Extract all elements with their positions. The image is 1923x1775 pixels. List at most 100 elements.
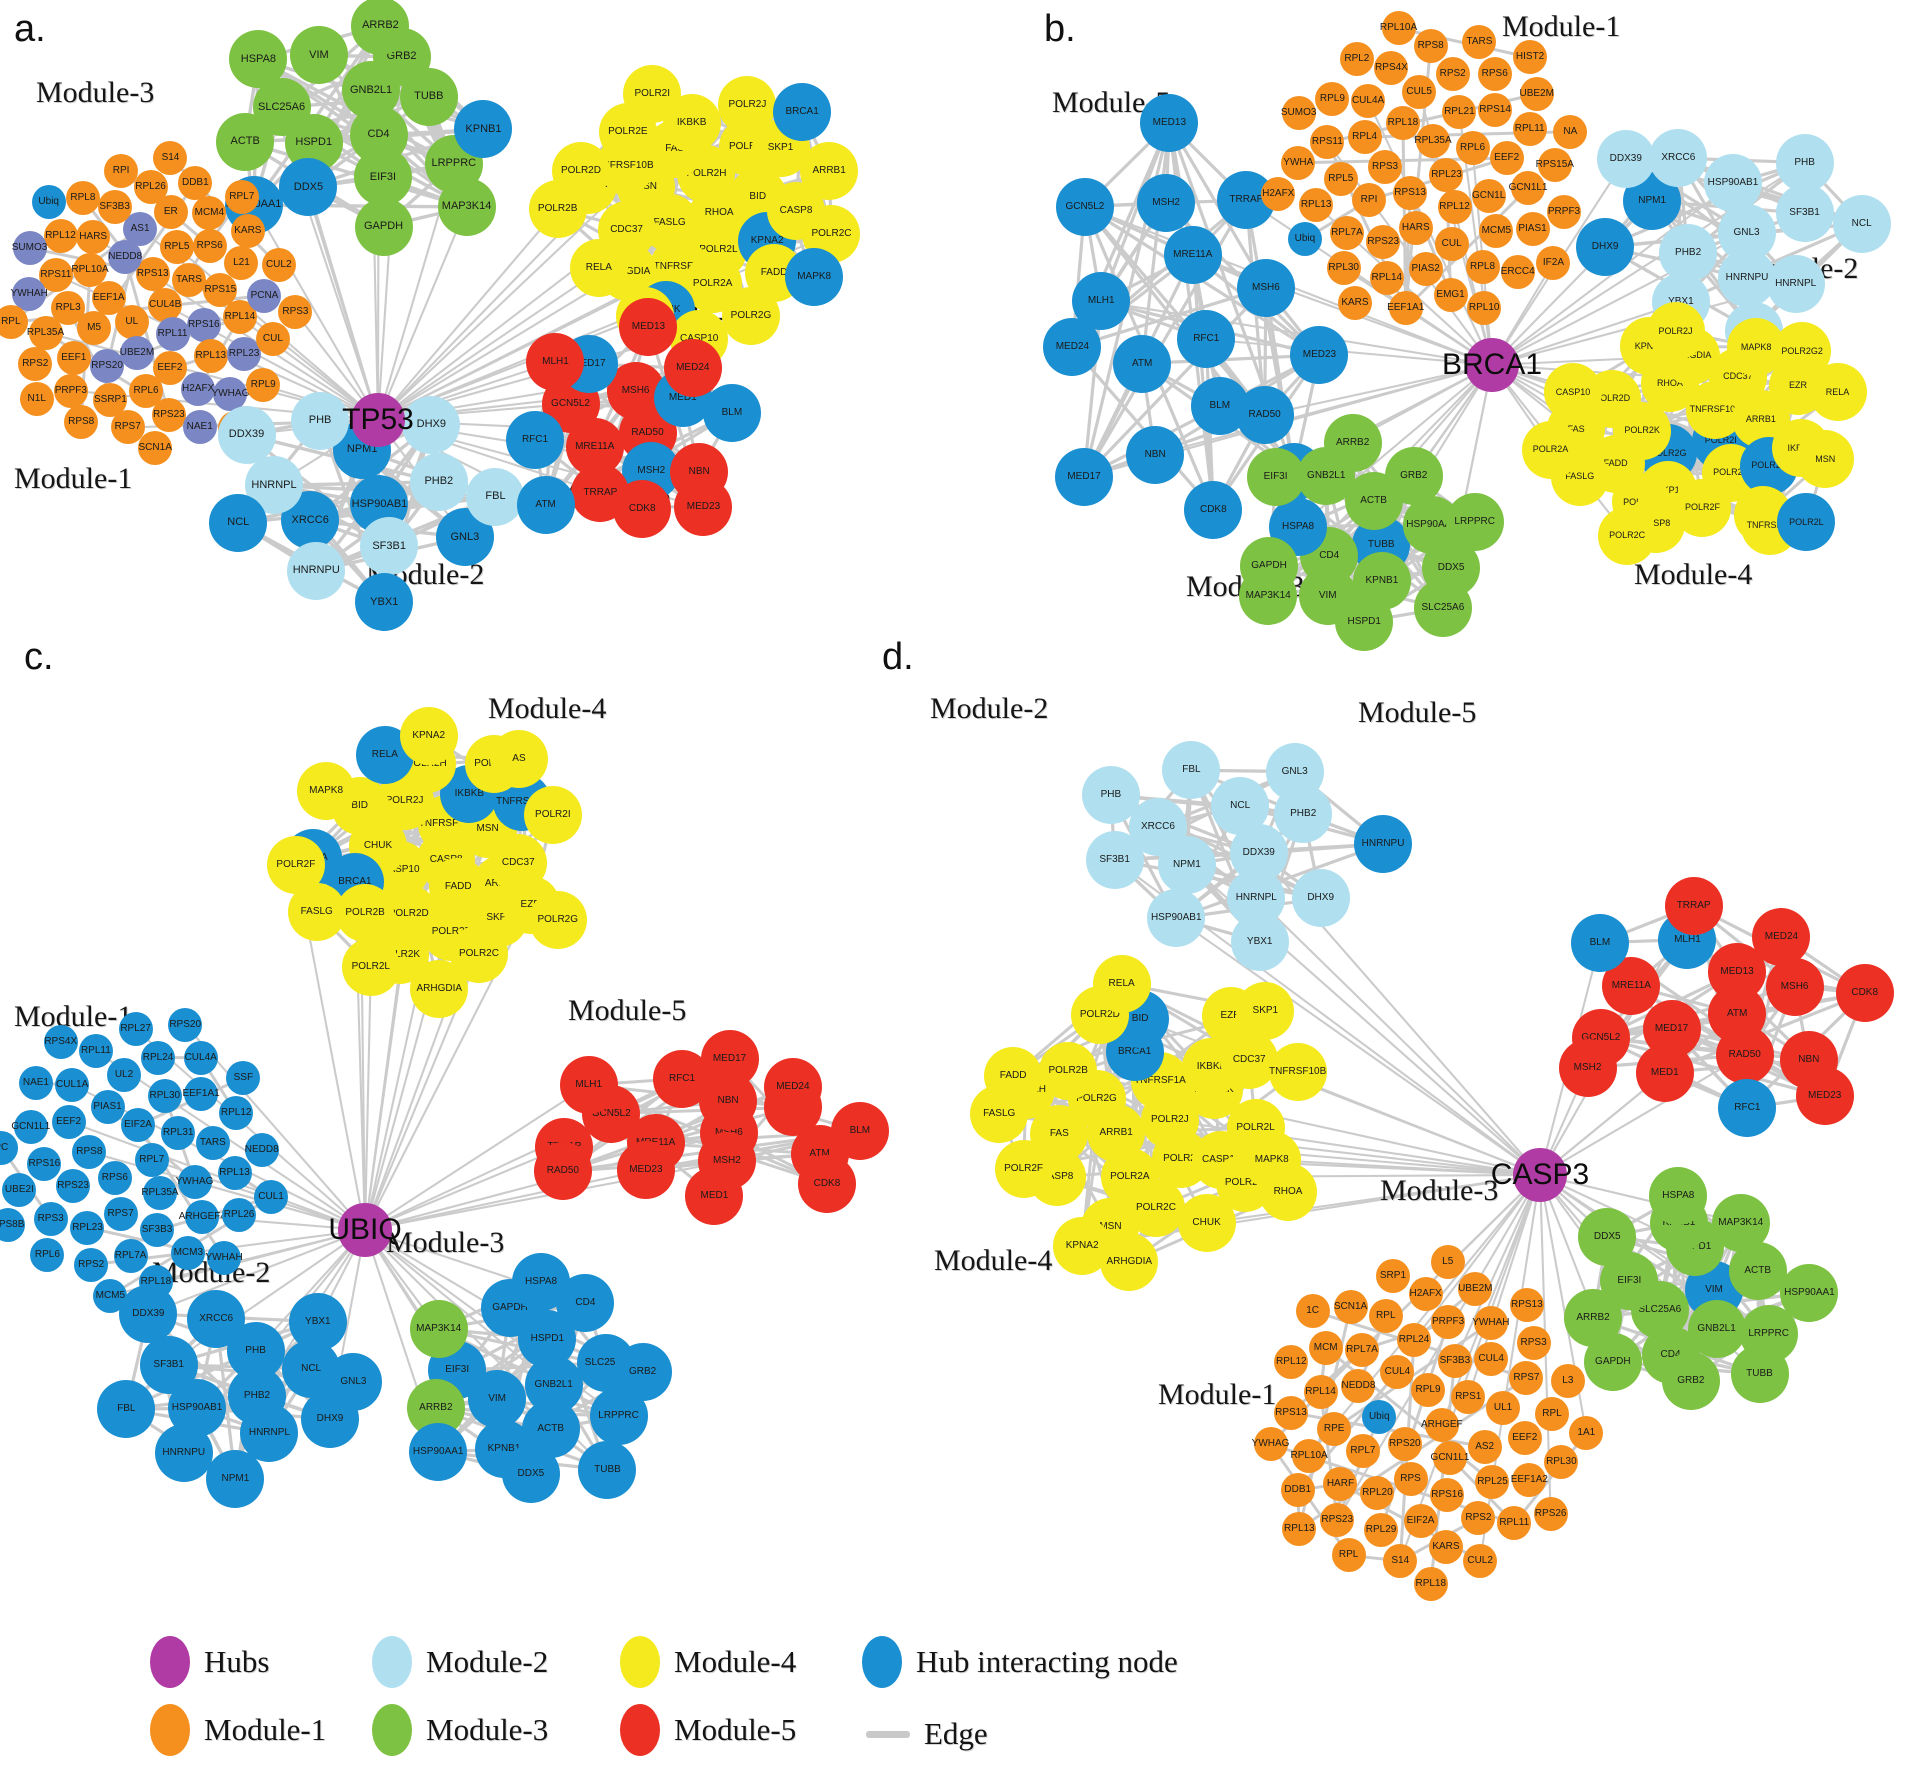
panel-c-module1-node-ube2i[interactable]: UBE2I — [2, 1173, 37, 1208]
panel-a-module2-node-fbl[interactable]: FBL — [466, 467, 525, 526]
panel-d-module1-node-harf[interactable]: HARF — [1323, 1466, 1358, 1501]
panel-b-hub-brca1[interactable] — [1465, 338, 1519, 392]
panel-d-module3-node-map3k14[interactable]: MAP3K14 — [1711, 1193, 1770, 1252]
panel-a-module5-node-atm[interactable]: ATM — [516, 475, 575, 534]
panel-b-module5-node-med24[interactable]: MED24 — [1043, 318, 1102, 377]
panel-d-module1-node-cul4[interactable]: CUL4 — [1380, 1354, 1415, 1389]
panel-b-module2-node-ddx39[interactable]: DDX39 — [1596, 129, 1655, 188]
panel-a-module1-node-rpl[interactable]: RPL — [0, 305, 28, 340]
panel-a-module1-node-tars[interactable]: TARS — [171, 263, 206, 298]
panel-c-module1-node-rps6[interactable]: RPS6 — [97, 1161, 132, 1196]
panel-a-module2-node-phb2[interactable]: PHB2 — [409, 452, 468, 511]
panel-b-module1-node-hist2[interactable]: HIST2 — [1513, 40, 1548, 75]
panel-c-module1-node-cul4a[interactable]: CUL4A — [183, 1040, 218, 1075]
panel-b-module1-node-eef2[interactable]: EEF2 — [1489, 141, 1524, 176]
panel-d-module2-node-gnl3[interactable]: GNL3 — [1265, 742, 1324, 801]
panel-b-module3-node-grb2[interactable]: GRB2 — [1384, 447, 1443, 506]
panel-c-module1-node-rps8[interactable]: RPS8 — [72, 1134, 107, 1169]
panel-a-module1-node-rpl8[interactable]: RPL8 — [65, 181, 100, 216]
panel-c-module4-node-kpna2[interactable]: KPNA2 — [399, 707, 458, 765]
panel-a-module5-node-blm[interactable]: BLM — [702, 383, 761, 442]
panel-c-module1-node-rpl11[interactable]: RPL11 — [78, 1034, 113, 1069]
panel-a-module3-node-kpnb1[interactable]: KPNB1 — [454, 100, 513, 159]
panel-b-module1-node-rpi[interactable]: RPI — [1352, 183, 1387, 218]
panel-a-module3-node-map3k14[interactable]: MAP3K14 — [437, 177, 496, 236]
panel-b-module1-node-rps23[interactable]: RPS23 — [1366, 224, 1401, 259]
panel-b-module1-node-rpl35a[interactable]: RPL35A — [1414, 123, 1452, 158]
panel-b-module1-node-ywha[interactable]: YWHA — [1281, 145, 1316, 180]
panel-b-module1-node-gcn1l[interactable]: GCN1L — [1471, 179, 1506, 214]
panel-c-module1-node-ul2[interactable]: UL2 — [107, 1058, 142, 1093]
panel-d-module1-node-rpe[interactable]: RPE — [1317, 1411, 1352, 1446]
panel-d-module1-node-rps13[interactable]: RPS13 — [1509, 1288, 1544, 1323]
panel-b-module1-node-rpl21[interactable]: RPL21 — [1442, 95, 1477, 130]
panel-d-module1-node-scn1a[interactable]: SCN1A — [1333, 1289, 1368, 1324]
panel-b-module1-node-emg1[interactable]: EMG1 — [1433, 277, 1468, 312]
panel-c-module1-node-rpl7a[interactable]: RPL7A — [113, 1238, 148, 1273]
panel-b-module5-node-msh2[interactable]: MSH2 — [1137, 173, 1196, 232]
panel-d-module1-node-rpl12[interactable]: RPL12 — [1274, 1344, 1309, 1379]
panel-b-module1-node-rpl13[interactable]: RPL13 — [1299, 188, 1334, 223]
panel-d-module5-node-msh2[interactable]: MSH2 — [1558, 1038, 1617, 1097]
panel-a-module1-node-rpl5[interactable]: RPL5 — [159, 230, 194, 265]
panel-c-module1-node-rpl26[interactable]: RPL26 — [222, 1197, 257, 1232]
panel-a-module5-node-cdk8[interactable]: CDK8 — [613, 479, 672, 538]
panel-c-module1-node-cul1[interactable]: CUL1 — [254, 1180, 289, 1215]
panel-c-module1-node-eef2[interactable]: EEF2 — [51, 1104, 86, 1139]
panel-c-module5-node-blm[interactable]: BLM — [830, 1102, 889, 1161]
panel-b-module3-node-arrb2[interactable]: ARRB2 — [1323, 413, 1382, 472]
panel-a-module4-node-mapk8[interactable]: MAPK8 — [785, 247, 844, 306]
panel-c-module5-node-rad50[interactable]: RAD50 — [533, 1142, 592, 1201]
panel-c-module4-node-polr2i[interactable]: POLR2I — [523, 786, 582, 845]
panel-a-module1-node-l21[interactable]: L21 — [224, 245, 259, 280]
panel-c-module2-node-ybx1[interactable]: YBX1 — [288, 1292, 347, 1351]
panel-c-module1-node-nedd8[interactable]: NEDD8 — [244, 1132, 279, 1167]
panel-c-module5-node-med17[interactable]: MED17 — [700, 1030, 759, 1089]
panel-a-module5-node-med23[interactable]: MED23 — [674, 478, 733, 537]
panel-b-module1-node-if2a[interactable]: IF2A — [1536, 245, 1571, 280]
panel-b-module2-node-hnrnpl[interactable]: HNRNPL — [1766, 254, 1825, 313]
panel-b-module5-node-rad50[interactable]: RAD50 — [1235, 386, 1294, 445]
panel-d-module1-node-nedd8[interactable]: NEDD8 — [1341, 1369, 1376, 1404]
panel-c-module1-node-rps16[interactable]: RPS16 — [27, 1146, 62, 1181]
panel-c-module2-node-hnrnpu[interactable]: HNRNPU — [154, 1423, 213, 1482]
panel-a-module3-node-ddx5[interactable]: DDX5 — [279, 158, 338, 217]
panel-d-module2-node-hnrnpu[interactable]: HNRNPU — [1354, 814, 1413, 873]
panel-b-module1-node-rps15a[interactable]: RPS15A — [1536, 147, 1574, 182]
panel-d-module1-node-rpl10a[interactable]: RPL10A — [1290, 1438, 1328, 1473]
panel-a-module1-node-kars[interactable]: KARS — [230, 213, 265, 248]
panel-a-module1-node-cul2[interactable]: CUL2 — [261, 248, 296, 283]
panel-a-module2-node-hnrnpu[interactable]: HNRNPU — [287, 541, 346, 600]
panel-d-module1-node-ywhag[interactable]: YWHAG — [1252, 1427, 1289, 1462]
panel-b-module5-node-med17[interactable]: MED17 — [1055, 448, 1114, 507]
panel-b-module5-node-nbn[interactable]: NBN — [1126, 425, 1185, 484]
panel-c-module1-node-nae1[interactable]: NAE1 — [18, 1066, 53, 1101]
panel-d-module2-node-ybx1[interactable]: YBX1 — [1230, 912, 1289, 971]
panel-d-module1-node-1c[interactable]: 1C — [1295, 1293, 1330, 1328]
panel-c-module4-node-polr2g[interactable]: POLR2G — [528, 891, 587, 950]
panel-b-module3-node-slc25a6[interactable]: SLC25A6 — [1413, 579, 1472, 638]
panel-b-module1-node-rpl10a[interactable]: RPL10A — [1380, 11, 1417, 46]
panel-d-module2-node-ncl[interactable]: NCL — [1211, 776, 1270, 835]
panel-d-module3-node-ddx5[interactable]: DDX5 — [1578, 1207, 1637, 1266]
panel-d-module3-node-gapdh[interactable]: GAPDH — [1583, 1332, 1642, 1391]
panel-d-module1-node-rps23[interactable]: RPS23 — [1320, 1502, 1355, 1537]
panel-b-module2-node-xrcc6[interactable]: XRCC6 — [1649, 129, 1708, 188]
panel-d-module1-node-as2[interactable]: AS2 — [1467, 1429, 1502, 1464]
panel-b-module1-node-cul[interactable]: CUL — [1434, 227, 1469, 262]
panel-c-module3-node-map3k14[interactable]: MAP3K14 — [409, 1300, 468, 1359]
panel-a-module1-node-pcna[interactable]: PCNA — [247, 278, 282, 313]
panel-a-module1-node-sf3b3[interactable]: SF3B3 — [97, 189, 132, 224]
panel-d-module1-node-arhgef[interactable]: ARHGEF — [1421, 1408, 1463, 1442]
panel-d-module1-node-rpl[interactable]: RPL — [1331, 1538, 1366, 1573]
panel-b-module1-node-rpl5[interactable]: RPL5 — [1323, 161, 1358, 196]
panel-b-module1-node-prpf3[interactable]: PRPF3 — [1547, 194, 1582, 229]
panel-b-module5-node-rfc1[interactable]: RFC1 — [1177, 310, 1236, 369]
panel-b-module1-node-rpl7a[interactable]: RPL7A — [1329, 215, 1364, 250]
panel-a-module5-node-mlh1[interactable]: MLH1 — [526, 332, 585, 391]
panel-d-module4-node-rela[interactable]: RELA — [1092, 954, 1151, 1013]
panel-d-module3-node-tubb[interactable]: TUBB — [1730, 1345, 1789, 1404]
panel-c-module2-node-sf3b1[interactable]: SF3B1 — [139, 1335, 198, 1394]
panel-b-module1-node-rps8[interactable]: RPS8 — [1413, 29, 1448, 64]
panel-c-module2-node-ddx39[interactable]: DDX39 — [119, 1284, 178, 1343]
